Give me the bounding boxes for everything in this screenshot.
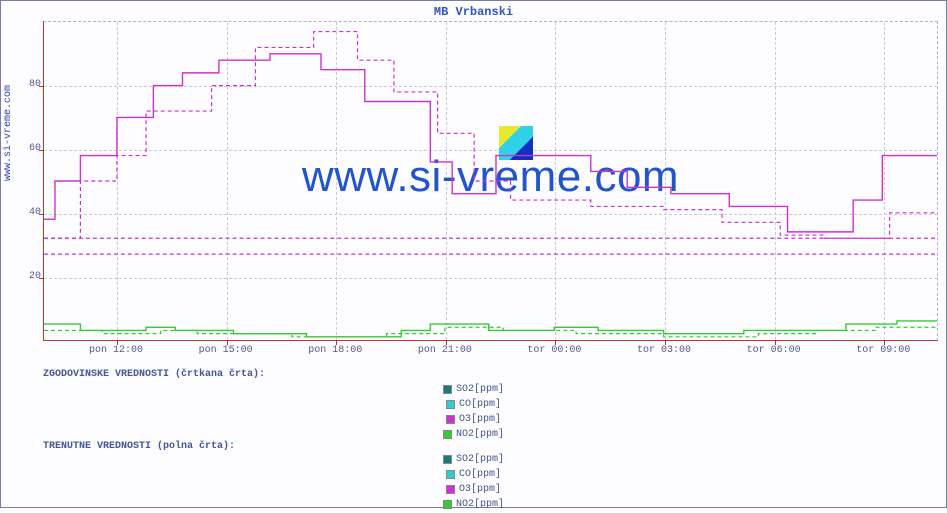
legend-row: SO2[ppm]	[1, 383, 946, 398]
series-line	[44, 327, 937, 337]
legend-swatch-icon	[446, 415, 455, 424]
legend-curr-title: TRENUTNE VREDNOSTI (polna črta):	[43, 441, 936, 452]
chart-container: www.si-vreme.com MB Vrbanski www.si-vrem…	[0, 0, 947, 508]
y-tick-label: 80	[23, 79, 41, 90]
legend-label: CO[ppm]	[459, 468, 501, 481]
x-tick-label: pon 18:00	[308, 345, 362, 356]
chart-lines-svg	[44, 22, 937, 340]
legend-label: SO2[ppm]	[456, 453, 504, 466]
x-tick-label: tor 03:00	[637, 345, 691, 356]
y-tick-label: 40	[23, 207, 41, 218]
legend-swatch-icon	[446, 485, 455, 494]
legend-swatch-icon	[446, 470, 455, 479]
x-tick-label: tor 09:00	[856, 345, 910, 356]
legend-curr-items: SO2[ppm] CO[ppm] O3[ppm] NO2[ppm]	[1, 453, 946, 513]
legend-row: NO2[ppm]	[1, 498, 946, 513]
legend-label: O3[ppm]	[459, 483, 501, 496]
source-link[interactable]: www.si-vreme.com	[3, 85, 14, 181]
legend-hist-items: SO2[ppm] CO[ppm] O3[ppm] NO2[ppm]	[1, 383, 946, 443]
legend-hist-title: ZGODOVINSKE VREDNOSTI (črtkana črta):	[43, 369, 936, 380]
legend-label: NO2[ppm]	[456, 498, 504, 511]
source-label-side: www.si-vreme.com	[3, 85, 14, 181]
legend-label: CO[ppm]	[459, 398, 501, 411]
x-tick-label: pon 12:00	[89, 345, 143, 356]
legend-swatch-icon	[443, 430, 452, 439]
legend-row: CO[ppm]	[1, 468, 946, 483]
legend-label: O3[ppm]	[459, 413, 501, 426]
legend-swatch-icon	[443, 385, 452, 394]
x-tick-label: tor 06:00	[747, 345, 801, 356]
legend-row: O3[ppm]	[1, 483, 946, 498]
series-line	[44, 54, 937, 232]
x-tick-label: tor 00:00	[527, 345, 581, 356]
y-tick-label: 60	[23, 143, 41, 154]
legend-label: NO2[ppm]	[456, 428, 504, 441]
series-line	[44, 321, 937, 337]
legend-swatch-icon	[443, 455, 452, 464]
x-tick-label: pon 21:00	[418, 345, 472, 356]
series-line	[44, 32, 937, 239]
plot-area: www.si-vreme.com	[43, 21, 938, 341]
legend-row: SO2[ppm]	[1, 453, 946, 468]
legend-swatch-icon	[446, 400, 455, 409]
legend-label: SO2[ppm]	[456, 383, 504, 396]
chart-title: MB Vrbanski	[1, 5, 946, 19]
y-tick-label: 20	[23, 271, 41, 282]
x-tick-label: pon 15:00	[199, 345, 253, 356]
legend-row: CO[ppm]	[1, 398, 946, 413]
legend-row: O3[ppm]	[1, 413, 946, 428]
